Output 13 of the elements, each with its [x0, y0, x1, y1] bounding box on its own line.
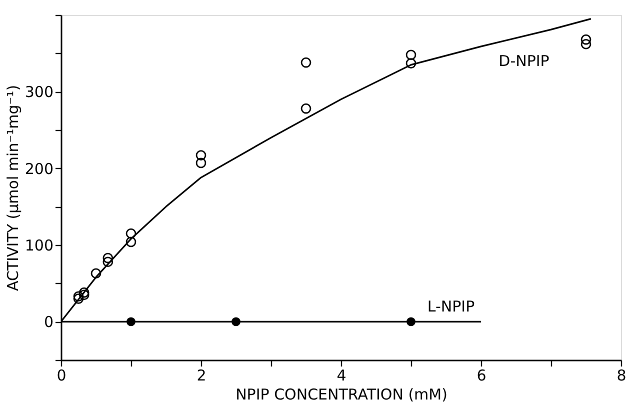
y-tick-label: 100	[24, 236, 54, 254]
x-tick-label: 0	[56, 366, 66, 384]
x-tick-label: 6	[476, 366, 486, 384]
x-tick-label: 4	[336, 366, 346, 384]
y-tick-label: 300	[24, 83, 54, 102]
text: D-NPIP	[498, 52, 550, 70]
x-tick-label: 2	[196, 366, 206, 384]
y-tick-label: 0	[44, 313, 54, 332]
y-axis-title: ACTIVITY (μmol min⁻¹mg⁻¹)	[4, 84, 22, 292]
x-axis-title: NPIP CONCENTRATION (mM)	[236, 386, 448, 404]
series-label: L-NPIP	[427, 298, 475, 316]
x-tick-label: 8	[616, 366, 626, 384]
y-tick-label: 200	[24, 160, 54, 178]
